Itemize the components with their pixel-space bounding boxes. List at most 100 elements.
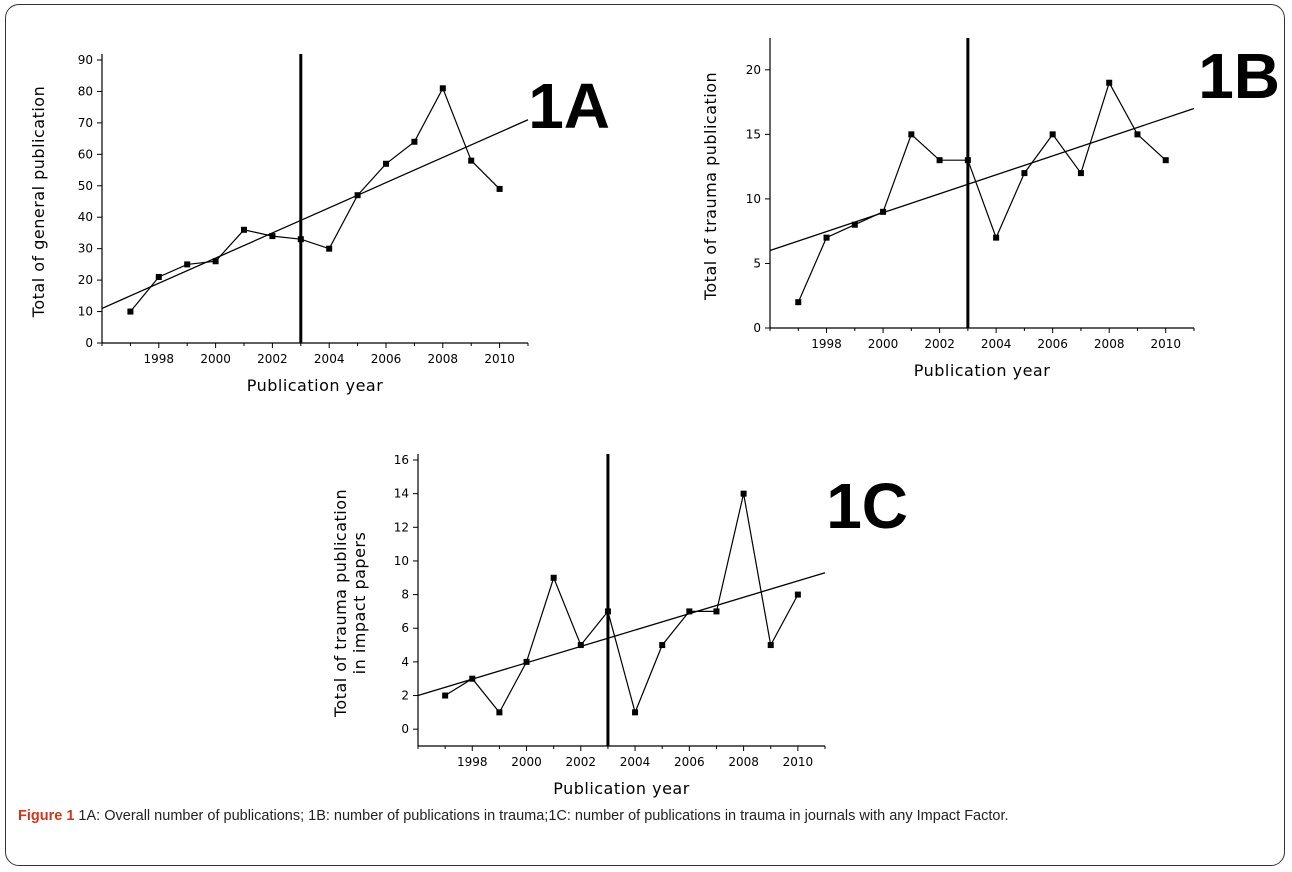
y-tick-label: 6 [401, 621, 409, 635]
y-axis-title: Total of trauma publication [331, 489, 350, 718]
data-point [795, 299, 801, 305]
data-point [326, 246, 332, 252]
y-tick-label: 8 [401, 588, 409, 602]
data-point [1134, 131, 1140, 137]
data-point [442, 693, 448, 699]
x-tick-label: 2010 [1150, 337, 1181, 351]
y-tick-label: 10 [394, 554, 409, 568]
x-tick-label: 2004 [981, 337, 1012, 351]
data-point [993, 235, 999, 241]
data-point [852, 222, 858, 228]
y-tick-label: 0 [85, 336, 93, 350]
trend-line [770, 109, 1194, 251]
data-point [741, 491, 747, 497]
chart-1a: 0 10 20 30 40 50 60 70 80 90 1998 2000 2002 2004 2006 2… [10, 10, 630, 410]
chart-1c: 0 2 4 6 8 10 12 14 16 1998 2000 2002 2004 2006 2008 201… [310, 440, 930, 810]
y-tick-label: 15 [746, 127, 761, 141]
data-point [1021, 170, 1027, 176]
chart-1b: 0 5 10 15 20 1998 2000 2002 2004 2006 2008 2010 Publ… [680, 10, 1280, 410]
y-tick-label: 5 [753, 256, 761, 270]
y-tick-label: 70 [78, 116, 93, 130]
y-tick-label: 20 [746, 63, 761, 77]
data-point [965, 157, 971, 163]
caption-label: Figure 1 [18, 808, 74, 824]
x-tick-label: 2002 [566, 755, 597, 769]
x-tick-label: 2002 [257, 352, 288, 366]
data-point [440, 85, 446, 91]
x-tick-label: 1998 [144, 352, 175, 366]
trend-line [418, 573, 825, 696]
x-tick-label: 1998 [457, 755, 488, 769]
x-tick-label: 2004 [314, 352, 345, 366]
data-point [824, 235, 830, 241]
data-point [1078, 170, 1084, 176]
x-tick-label: 2008 [728, 755, 759, 769]
y-tick-label: 10 [78, 305, 93, 319]
y-tick-label: 2 [401, 689, 409, 703]
data-point [713, 608, 719, 614]
data-point [213, 258, 219, 264]
y-tick-label: 20 [78, 273, 93, 287]
data-point [686, 608, 692, 614]
data-point [496, 709, 502, 715]
y-tick-label: 30 [78, 242, 93, 256]
x-tick-label: 2010 [783, 755, 814, 769]
y-axis-title: Total of general publication [29, 86, 48, 318]
x-tick-label: 1998 [811, 337, 842, 351]
x-tick-label: 2006 [674, 755, 705, 769]
data-point [578, 642, 584, 648]
data-point [795, 592, 801, 598]
x-tick-label: 2004 [620, 755, 651, 769]
x-axis-title: Publication year [247, 376, 384, 395]
y-tick-label: 10 [746, 192, 761, 206]
y-tick-label: 90 [78, 53, 93, 67]
data-point [127, 309, 133, 315]
x-tick-label: 2002 [924, 337, 955, 351]
data-point [1050, 131, 1056, 137]
x-tick-label: 2010 [484, 352, 515, 366]
data-point [241, 227, 247, 233]
x-tick-label: 2000 [511, 755, 542, 769]
y-tick-label: 40 [78, 210, 93, 224]
data-point [1106, 80, 1112, 86]
data-point [632, 709, 638, 715]
figure-caption: Figure 1 1A: Overall number of publicati… [18, 806, 1280, 827]
x-tick-label: 2008 [428, 352, 459, 366]
y-tick-label: 12 [394, 520, 409, 534]
data-point [355, 192, 361, 198]
panel-tag: 1C [826, 470, 908, 542]
data-point [156, 274, 162, 280]
y-tick-label: 4 [401, 655, 409, 669]
series-line [130, 88, 499, 311]
y-axis-title: Total of trauma publication [701, 72, 720, 301]
data-point [605, 608, 611, 614]
data-point [551, 575, 557, 581]
panel-tag: 1B [1198, 40, 1280, 112]
x-axis-title: Publication year [914, 361, 1051, 380]
data-point [383, 161, 389, 167]
caption-text: 1A: Overall number of publications; 1B: … [74, 808, 1008, 824]
data-point [497, 186, 503, 192]
data-point [269, 233, 275, 239]
data-point [469, 676, 475, 682]
trend-line [102, 120, 528, 309]
data-point [524, 659, 530, 665]
x-tick-label: 2000 [868, 337, 899, 351]
data-point [880, 209, 886, 215]
data-point [468, 158, 474, 164]
y-tick-label: 16 [394, 453, 409, 467]
series-line [798, 83, 1165, 303]
y-tick-label: 14 [394, 487, 409, 501]
data-point [659, 642, 665, 648]
y-tick-label: 60 [78, 147, 93, 161]
y-tick-label: 0 [401, 722, 409, 736]
y-tick-label: 0 [753, 321, 761, 335]
x-tick-label: 2006 [1037, 337, 1068, 351]
data-point [184, 261, 190, 267]
y-tick-label: 50 [78, 179, 93, 193]
series-line [445, 494, 798, 713]
y-tick-label: 80 [78, 84, 93, 98]
data-point [298, 236, 304, 242]
x-tick-label: 2006 [371, 352, 402, 366]
x-tick-label: 2000 [200, 352, 231, 366]
